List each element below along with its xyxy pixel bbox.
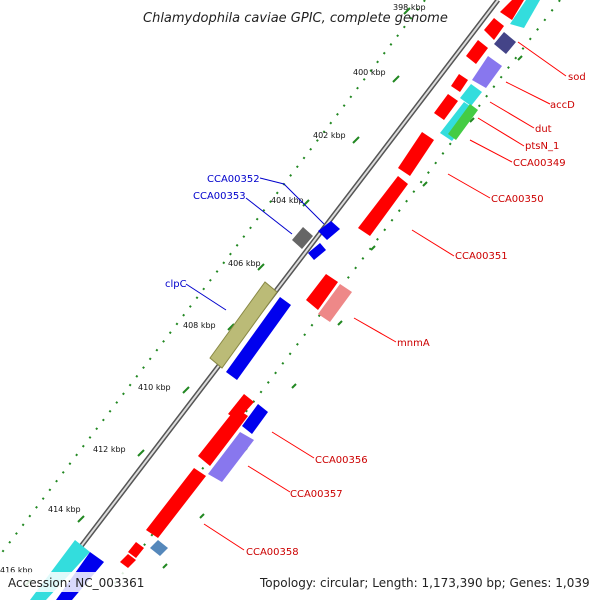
gene-clpc-feature[interactable] [209,281,278,369]
inner-lane-features [120,0,540,568]
gene-label-clpc[interactable]: clpC [165,279,187,290]
tick-mark [77,515,85,523]
gene-cca00349-feature[interactable] [448,104,478,140]
gene-top-red-feature[interactable] [500,0,524,20]
gene-top-cyan-feature[interactable] [510,0,540,28]
tick-marks: 398 kbp 400 kbp 402 kbp 404 kbp 406 kbp … [0,3,426,587]
gene-labels-right: sod accD dut ptsN_1 CCA00349 CCA00350 CC… [246,72,586,558]
gene-mnma-pink-feature[interactable] [318,284,352,322]
gene-gray-feature[interactable] [292,227,313,249]
gene-cca00357-feature[interactable] [208,432,254,482]
gene-label-cca00356[interactable]: CCA00356 [315,455,368,466]
gene-cca00353-feature[interactable] [308,243,326,260]
gene-red-2-feature[interactable] [466,40,488,64]
gene-label-cca00353[interactable]: CCA00353 [193,191,246,202]
tick-label: 402 kbp [313,131,346,140]
gene-dut-feature[interactable] [460,84,482,106]
leader-lines [185,41,567,551]
gene-label-ptsn-1[interactable]: ptsN_1 [525,141,559,152]
tick-mark [403,7,411,15]
tick-mark [182,386,190,394]
gene-label-mnma[interactable]: mnmA [397,338,430,349]
gene-red-5-feature[interactable] [398,132,434,176]
tick-mark [302,199,310,207]
tick-label: 414 kbp [48,505,81,514]
gene-cca00350-feature[interactable] [358,176,408,236]
tick-label: 406 kbp [228,259,261,268]
gene-label-cca00350[interactable]: CCA00350 [491,194,544,205]
tick-label: 398 kbp [393,3,426,12]
tick-label: 410 kbp [138,383,171,392]
gene-cca00352-feature[interactable] [318,221,340,240]
gene-label-cca00351[interactable]: CCA00351 [455,251,508,262]
gene-label-accd[interactable]: accD [550,100,575,111]
gene-mnma-feature[interactable] [306,274,338,310]
tick-label: 408 kbp [183,321,216,330]
tick-mark [257,263,265,271]
gene-label-dut[interactable]: dut [535,124,552,135]
gene-red-9-feature[interactable] [120,554,136,568]
gene-label-cca00358[interactable]: CCA00358 [246,547,299,558]
gene-red-7-feature[interactable] [198,408,248,466]
tick-label: 416 kbp [0,566,33,575]
gene-red-3-feature[interactable] [451,74,468,92]
gene-steel-feature[interactable] [150,540,168,556]
tick-mark [227,323,235,331]
gene-red-8-feature[interactable] [128,542,144,558]
gene-red-4-feature[interactable] [434,94,458,120]
gene-label-cca00349[interactable]: CCA00349 [513,158,566,169]
tick-label: 412 kbp [93,445,126,454]
gene-label-sod[interactable]: sod [568,72,586,83]
gene-red-1-feature[interactable] [484,18,504,40]
tick-label: 404 kbp [271,196,304,205]
tick-label: 400 kbp [353,68,386,77]
gene-sod-feature[interactable] [494,32,516,54]
gene-accd-feature[interactable] [472,56,502,88]
tick-mark [137,449,145,457]
gene-blue-mid-feature[interactable] [242,404,268,434]
gene-label-cca00352[interactable]: CCA00352 [207,174,260,185]
gene-label-cca00357[interactable]: CCA00357 [290,489,343,500]
gene-labels-left: CCA00352 CCA00353 clpC [165,174,260,290]
gene-cca00358-feature[interactable] [146,468,206,538]
topology-text: Topology: circular; Length: 1,173,390 bp… [259,576,590,590]
accession-text: Accession: NC_003361 [8,576,144,590]
footer: Accession: NC_003361 Topology: circular;… [0,572,600,592]
map-title: Chlamydophila caviae GPIC, complete geno… [143,11,448,26]
tick-mark [392,75,400,83]
tick-mark [352,136,360,144]
gene-blue-long-feature[interactable] [226,297,291,380]
